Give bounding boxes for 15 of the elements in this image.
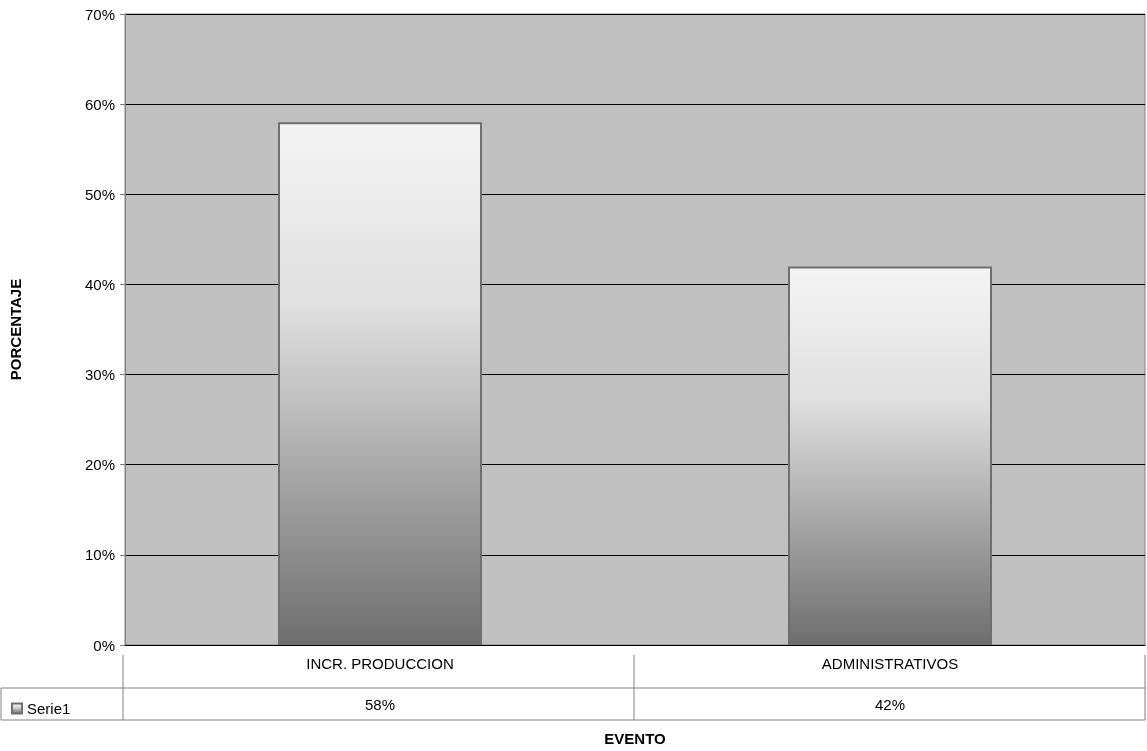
x-tick-label: INCR. PRODUCCION: [306, 655, 454, 672]
x-tick-label: ADMINISTRATIVOS: [821, 655, 959, 672]
x-axis-title: EVENTO: [604, 730, 667, 747]
y-tick-label: 70%: [84, 5, 115, 23]
y-tick-label: 30%: [84, 366, 115, 384]
data-label: 58%: [364, 695, 396, 713]
legend-label: Serie1: [27, 700, 71, 717]
y-tick-label: 0%: [93, 636, 115, 654]
y-tick-label: 60%: [84, 95, 115, 113]
y-tick-label: 20%: [84, 456, 115, 474]
y-tick-label: 40%: [84, 275, 115, 293]
y-tick-label: 10%: [84, 546, 115, 564]
data-label: 42%: [874, 695, 906, 713]
y-axis-title: PORCENTAJE: [7, 278, 24, 381]
y-tick-label: 50%: [84, 185, 115, 203]
